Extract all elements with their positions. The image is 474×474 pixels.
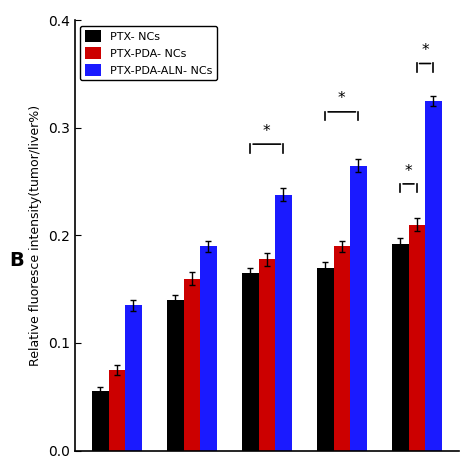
Bar bbox=[242, 273, 259, 450]
Text: *: * bbox=[263, 124, 271, 139]
Bar bbox=[183, 279, 200, 450]
Text: *: * bbox=[405, 164, 412, 179]
Text: B: B bbox=[9, 251, 24, 270]
Bar bbox=[92, 392, 109, 450]
Bar bbox=[350, 165, 366, 450]
Bar bbox=[275, 195, 292, 450]
Bar bbox=[409, 225, 425, 450]
Text: *: * bbox=[421, 43, 429, 58]
Text: *: * bbox=[338, 91, 346, 107]
Bar bbox=[317, 268, 334, 450]
Bar bbox=[109, 370, 125, 450]
Legend: PTX- NCs, PTX-PDA- NCs, PTX-PDA-ALN- NCs: PTX- NCs, PTX-PDA- NCs, PTX-PDA-ALN- NCs bbox=[80, 26, 217, 81]
Bar bbox=[125, 305, 142, 450]
Bar bbox=[334, 246, 350, 450]
Bar bbox=[167, 300, 183, 450]
Bar bbox=[259, 259, 275, 450]
Bar bbox=[392, 244, 409, 450]
Bar bbox=[200, 246, 217, 450]
Bar bbox=[425, 101, 441, 450]
Y-axis label: Relative fluoresce intensity(tumor/liver%): Relative fluoresce intensity(tumor/liver… bbox=[29, 105, 42, 366]
